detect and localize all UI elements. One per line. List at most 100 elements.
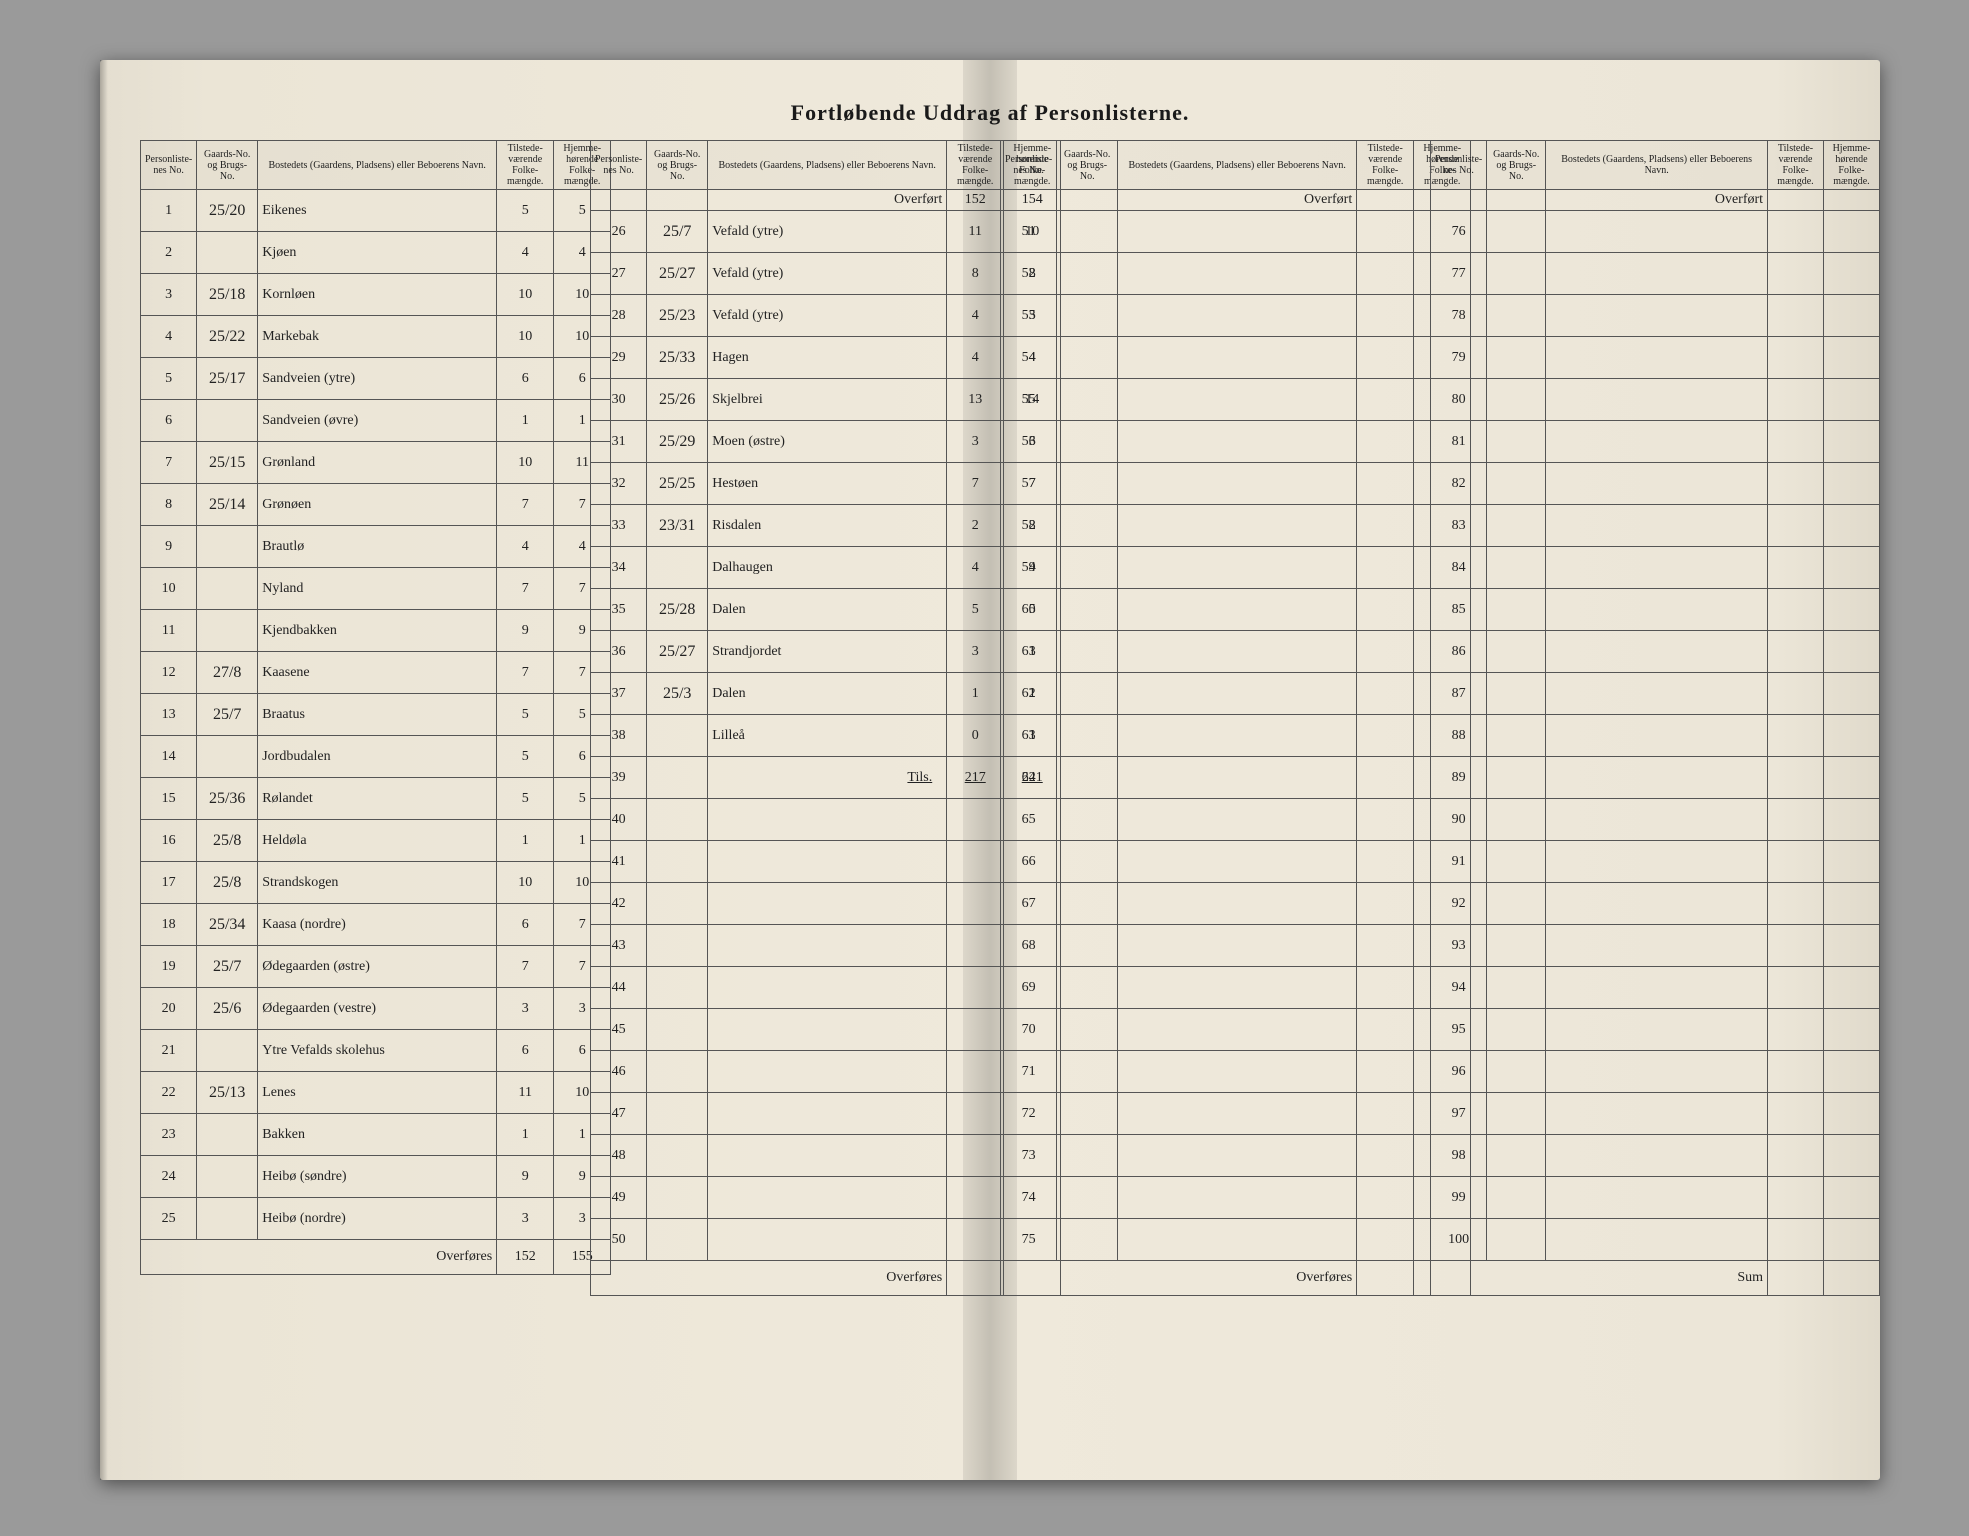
carry-forward-row: Overføres xyxy=(1001,1261,1471,1296)
cell-person-no: 97 xyxy=(1431,1093,1487,1135)
cell-present: 7 xyxy=(497,568,554,610)
cell-place-name xyxy=(1118,757,1357,799)
cell-person-no: 87 xyxy=(1431,673,1487,715)
cell-gaard-no xyxy=(197,232,258,274)
cell-present xyxy=(1768,421,1824,463)
cell-person-no: 51 xyxy=(1001,211,1057,253)
cell-person-no: 74 xyxy=(1001,1177,1057,1219)
table-row: 3525/28Dalen55 xyxy=(591,589,1061,631)
cell-place-name xyxy=(1546,337,1768,379)
cell-person-no: 53 xyxy=(1001,295,1057,337)
cell-gaard-no xyxy=(1487,463,1546,505)
cell-gaard-no xyxy=(1057,295,1118,337)
cell-gaard-no xyxy=(197,526,258,568)
cell-gaard-no xyxy=(1057,673,1118,715)
table-row: 96 xyxy=(1431,1051,1880,1093)
cell-person-no: 48 xyxy=(591,1135,647,1177)
cell-home xyxy=(1823,1135,1879,1177)
cell-place-name: Kornløen xyxy=(258,274,497,316)
cell-place-name xyxy=(1118,883,1357,925)
cell-person-no: 65 xyxy=(1001,799,1057,841)
cell-person-no: 73 xyxy=(1001,1135,1057,1177)
cell-person-no: 69 xyxy=(1001,967,1057,1009)
cell-place-name: Grønøen xyxy=(258,484,497,526)
cell-present xyxy=(1357,295,1414,337)
cell-person-no: 1 xyxy=(141,190,197,232)
cell-present xyxy=(1768,757,1824,799)
table-row: 43 xyxy=(591,925,1061,967)
cell-person-no: 84 xyxy=(1431,547,1487,589)
cell-present: 5 xyxy=(497,778,554,820)
cell-person-no: 40 xyxy=(591,799,647,841)
cell-person-no: 9 xyxy=(141,526,197,568)
cell-present: 3 xyxy=(497,988,554,1030)
cell-place-name xyxy=(1546,421,1768,463)
cell-place-name xyxy=(1546,1051,1768,1093)
cell-person-no: 92 xyxy=(1431,883,1487,925)
cell-place-name xyxy=(1546,547,1768,589)
overfort-label: Overført xyxy=(708,190,947,211)
cell-place-name xyxy=(1546,463,1768,505)
cell-home xyxy=(1823,1009,1879,1051)
table-row: 10Nyland77 xyxy=(141,568,611,610)
cell-place-name xyxy=(1118,589,1357,631)
cell-place-name xyxy=(1118,295,1357,337)
cell-present xyxy=(1768,379,1824,421)
cell-home xyxy=(1823,421,1879,463)
cell-person-no: 42 xyxy=(591,883,647,925)
table-row: 84 xyxy=(1431,547,1880,589)
cell-person-no: 93 xyxy=(1431,925,1487,967)
cell-present xyxy=(1768,1093,1824,1135)
cell-person-no: 85 xyxy=(1431,589,1487,631)
cell-place-name xyxy=(1118,379,1357,421)
cell-present xyxy=(1768,505,1824,547)
cell-present xyxy=(1768,925,1824,967)
ledger-panel-2: Personliste-nes No. Gaards-No. og Brugs-… xyxy=(590,140,1061,1296)
cell-home xyxy=(1823,757,1879,799)
table-row: 23Bakken11 xyxy=(141,1114,611,1156)
cell-gaard-no xyxy=(1487,337,1546,379)
cell-gaard-no xyxy=(1487,379,1546,421)
cell-gaard-no xyxy=(647,1219,708,1261)
table-row: 79 xyxy=(1431,337,1880,379)
cell-gaard-no xyxy=(647,841,708,883)
cell-place-name: Ødegaarden (vestre) xyxy=(258,988,497,1030)
cell-person-no: 24 xyxy=(141,1156,197,1198)
cell-present: 11 xyxy=(947,211,1004,253)
cell-gaard-no xyxy=(1487,883,1546,925)
cell-gaard-no: 25/14 xyxy=(197,484,258,526)
col-gaard-no: Gaards-No. og Brugs-No. xyxy=(647,141,708,190)
cell-gaard-no xyxy=(647,883,708,925)
cell-person-no: 29 xyxy=(591,337,647,379)
table-row: 73 xyxy=(1001,1135,1471,1177)
cell-home xyxy=(1823,337,1879,379)
table-row: 57 xyxy=(1001,463,1471,505)
cell-present: 8 xyxy=(947,253,1004,295)
cell-gaard-no xyxy=(1487,799,1546,841)
cell-present: 6 xyxy=(497,904,554,946)
overfores-label: Overføres xyxy=(141,1240,497,1275)
cell-gaard-no: 25/17 xyxy=(197,358,258,400)
cell-gaard-no xyxy=(197,1198,258,1240)
cell-place-name: Dalhaugen xyxy=(708,547,947,589)
cell-place-name xyxy=(1546,841,1768,883)
table-row: 65 xyxy=(1001,799,1471,841)
cell-place-name: Lenes xyxy=(258,1072,497,1114)
cell-place-name: Sandveien (ytre) xyxy=(258,358,497,400)
cell-person-no: 66 xyxy=(1001,841,1057,883)
cell-place-name: Kjendbakken xyxy=(258,610,497,652)
cell-present: 3 xyxy=(947,421,1004,463)
table-row: 81 xyxy=(1431,421,1880,463)
cell-present: 9 xyxy=(497,610,554,652)
cell-present: 7 xyxy=(497,652,554,694)
cell-person-no: 31 xyxy=(591,421,647,463)
cell-home xyxy=(1823,253,1879,295)
cell-gaard-no xyxy=(1057,883,1118,925)
cell-gaard-no xyxy=(197,400,258,442)
cell-place-name xyxy=(708,799,947,841)
table-row: 59 xyxy=(1001,547,1471,589)
cell-gaard-no xyxy=(647,1009,708,1051)
cell-place-name xyxy=(708,841,947,883)
cell-person-no: 67 xyxy=(1001,883,1057,925)
cell-person-no: 44 xyxy=(591,967,647,1009)
